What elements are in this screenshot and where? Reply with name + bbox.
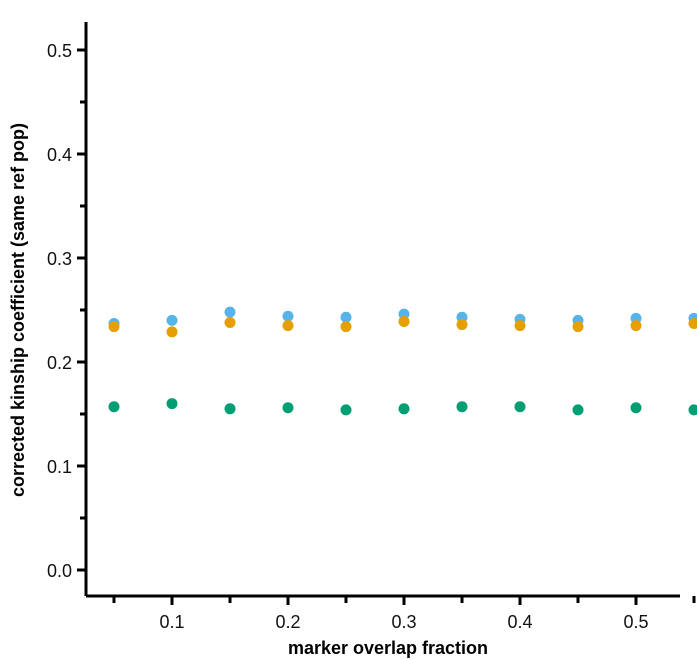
x-tick-label: 0.4 [507,612,532,632]
data-point [630,320,642,332]
x-tick-label: 0.5 [623,612,648,632]
data-point [282,310,294,322]
data-point [282,402,294,414]
data-point [456,401,468,413]
series-layer [108,306,697,416]
data-point [688,318,697,330]
x-tick-label: 0.3 [391,612,416,632]
data-point [166,326,178,338]
data-point [282,320,294,332]
y-tick-label: 0.5 [47,41,72,61]
data-point [572,404,584,416]
y-axis-title: corrected kinship coefficient (same ref … [8,123,28,497]
series-2 [108,315,697,338]
series-3 [108,398,697,416]
data-point [340,404,352,416]
data-point [340,321,352,333]
data-point [514,320,526,332]
data-point [398,403,410,415]
data-point [688,404,697,416]
data-point [108,401,120,413]
data-point [108,321,120,333]
data-point [456,319,468,331]
y-tick-label: 0.2 [47,353,72,373]
data-point [224,316,236,328]
y-axis: 0.0 0.1 0.2 0.3 0.4 0.5 [47,41,86,581]
y-tick-label: 0.4 [47,145,72,165]
data-point [224,306,236,318]
x-axis: 0.10.20.30.40.50.60.70.80.91.0 [112,596,696,632]
data-point [398,315,410,327]
x-axis-title: marker overlap fraction [288,638,488,658]
data-point [572,321,584,333]
y-tick-label: 0.1 [47,457,72,477]
data-point [224,403,236,415]
data-point [630,402,642,414]
x-tick-label: 0.2 [275,612,300,632]
x-tick-label: 0.1 [159,612,184,632]
data-point [166,398,178,410]
data-point [166,314,178,326]
data-point [340,311,352,323]
y-tick-label: 0.0 [47,561,72,581]
data-point [514,401,526,413]
y-tick-label: 0.3 [47,249,72,269]
